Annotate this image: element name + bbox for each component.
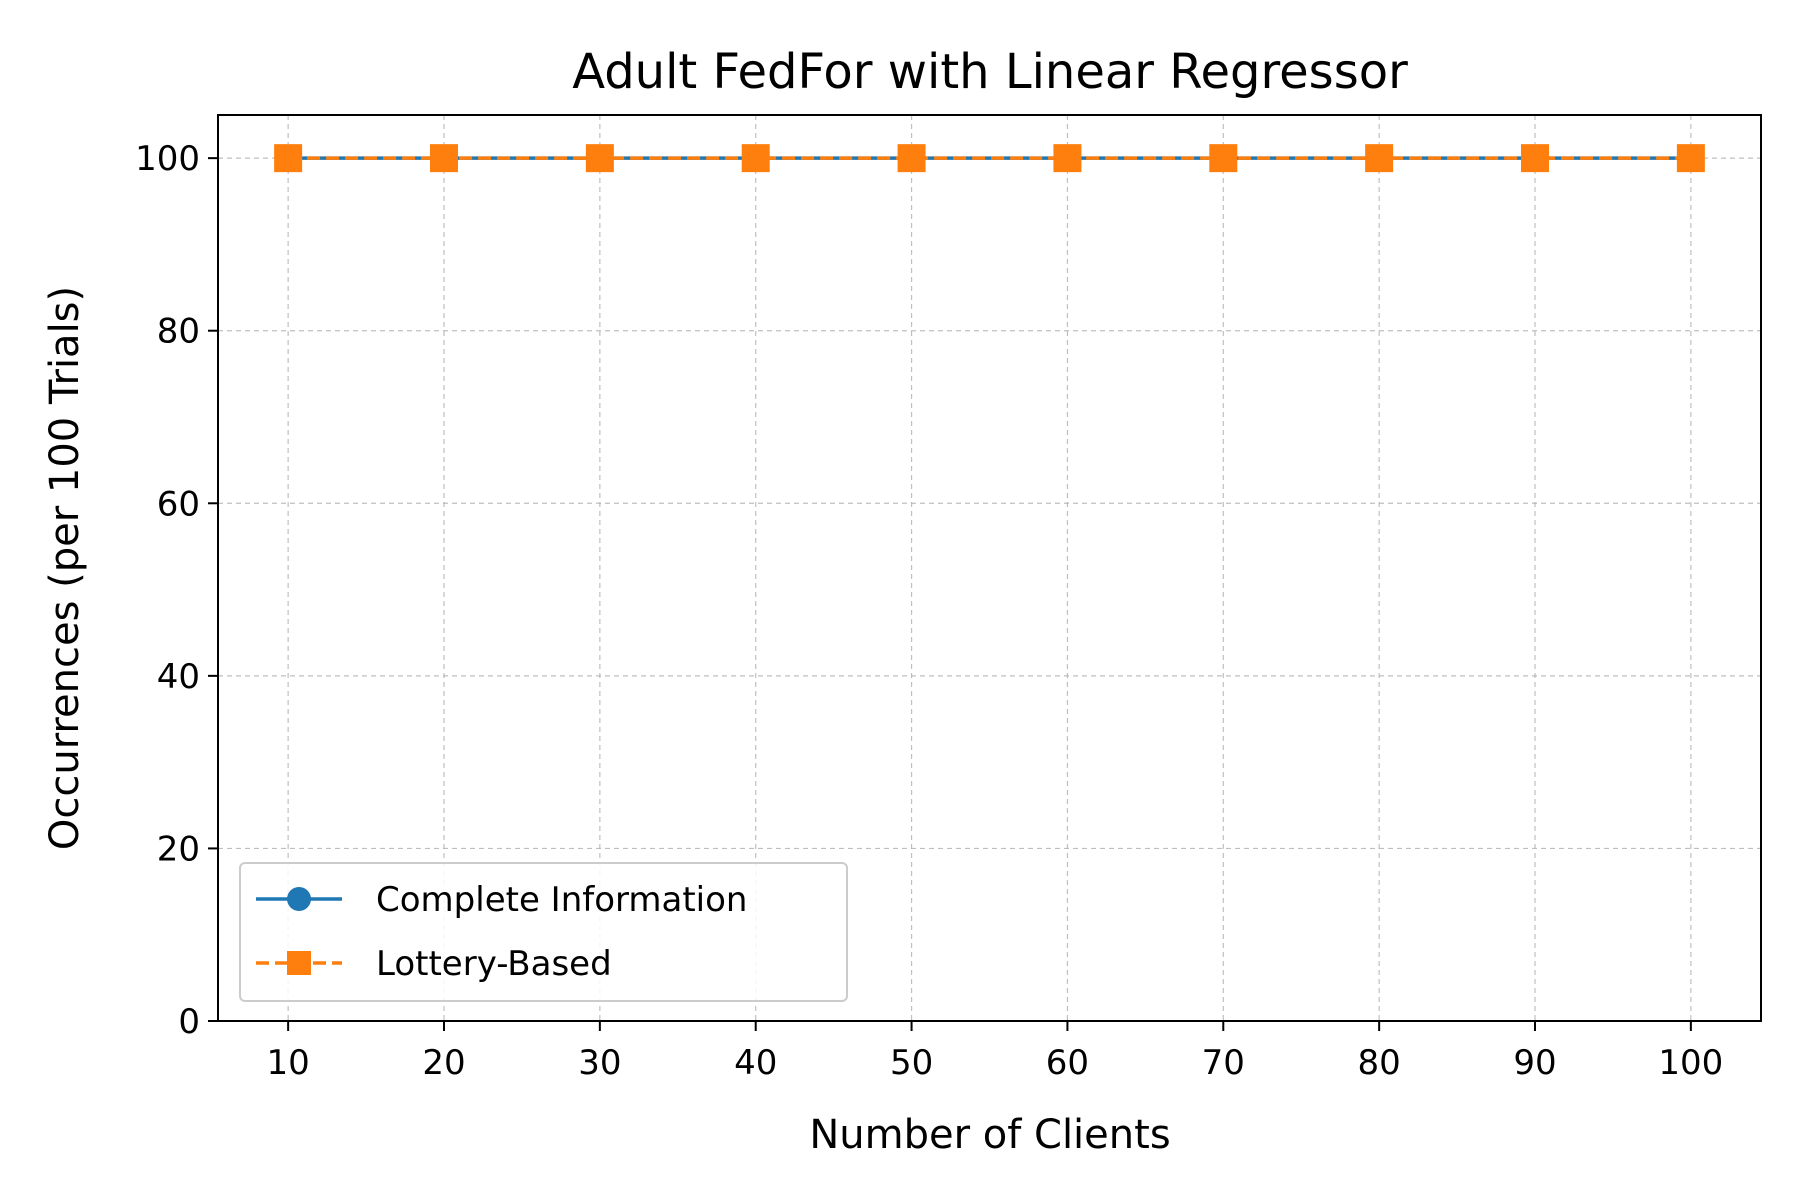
- data-point-lottery-based: [429, 144, 458, 173]
- series-layer: [274, 144, 1705, 173]
- x-tick-label: 40: [734, 1043, 777, 1083]
- data-point-lottery-based: [274, 144, 303, 173]
- x-tick-label: 30: [578, 1043, 621, 1083]
- x-axis-ticks: 10 20 30 40 50 60 70 80 90 100: [267, 1021, 1723, 1083]
- y-axis-ticks: 0 20 40 60 80 100: [135, 139, 218, 1042]
- legend-marker-lottery-based: [287, 951, 311, 975]
- data-point-lottery-based: [1365, 144, 1394, 173]
- data-point-lottery-based: [585, 144, 614, 173]
- x-tick-label: 60: [1046, 1043, 1089, 1083]
- y-tick-label: 100: [135, 139, 200, 179]
- chart-title: Adult FedFor with Linear Regressor: [572, 44, 1408, 100]
- y-tick-label: 20: [157, 829, 200, 869]
- y-tick-label: 80: [157, 312, 200, 352]
- y-tick-label: 60: [157, 484, 200, 524]
- data-point-lottery-based: [741, 144, 770, 173]
- x-tick-label: 100: [1658, 1043, 1723, 1083]
- x-axis-label: Number of Clients: [809, 1112, 1170, 1158]
- x-tick-label: 70: [1202, 1043, 1245, 1083]
- data-point-lottery-based: [1209, 144, 1238, 173]
- legend: Complete Information Lottery-Based: [239, 862, 848, 1002]
- legend-label-lottery-based: Lottery-Based: [376, 944, 612, 984]
- x-tick-label: 50: [890, 1043, 933, 1083]
- grid: [218, 115, 1761, 1022]
- data-point-lottery-based: [1521, 144, 1550, 173]
- x-tick-label: 10: [267, 1043, 310, 1083]
- y-tick-label: 0: [178, 1002, 200, 1042]
- data-point-lottery-based: [1053, 144, 1082, 173]
- y-axis-label: Occurrences (per 100 Trials): [42, 286, 88, 850]
- plot-frame: [217, 114, 1762, 1022]
- y-tick-label: 40: [157, 657, 200, 697]
- data-point-lottery-based: [1676, 144, 1705, 173]
- data-point-lottery-based: [897, 144, 926, 173]
- legend-box: [239, 862, 848, 1002]
- legend-marker-complete-information: [287, 887, 311, 911]
- x-tick-label: 80: [1358, 1043, 1401, 1083]
- x-tick-label: 20: [422, 1043, 465, 1083]
- legend-label-complete-information: Complete Information: [376, 880, 747, 920]
- x-tick-label: 90: [1513, 1043, 1556, 1083]
